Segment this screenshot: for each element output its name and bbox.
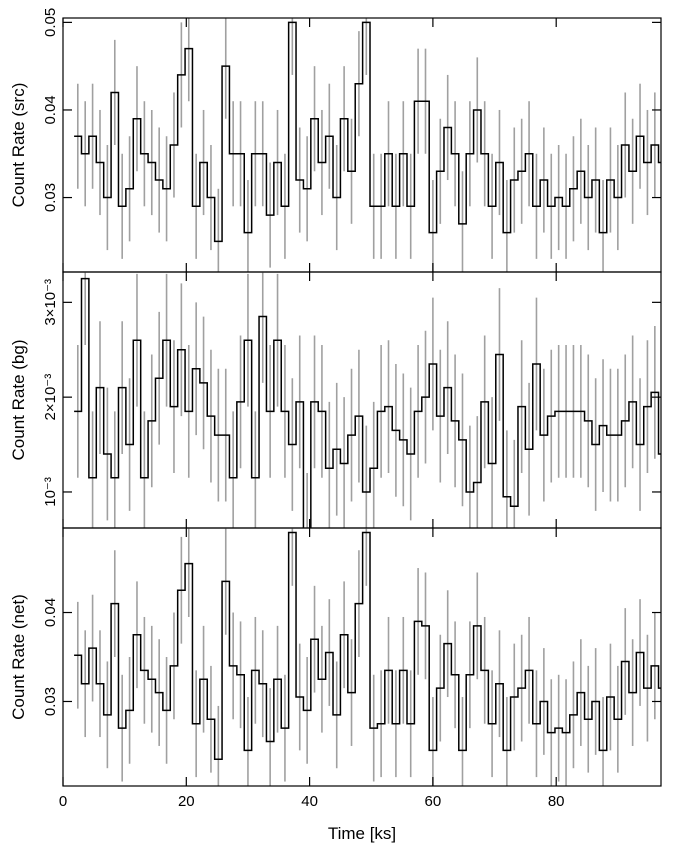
src-data-group — [74, 18, 661, 272]
bg-data-group — [74, 272, 661, 528]
x-tick-label: 20 — [178, 793, 195, 810]
x-axis-label: Time [ks] — [328, 824, 396, 843]
net-plot-frame — [62, 527, 662, 787]
x-tick-label: 0 — [59, 793, 67, 810]
net-data-group — [74, 528, 661, 786]
net-ytick-label: 0.04 — [42, 598, 59, 627]
bg-ytick-label: 2×10⁻³ — [42, 374, 59, 421]
src-ytick-label: 0.03 — [42, 183, 59, 212]
bg-step-line — [74, 277, 661, 528]
src-rate-panel: 0.03 0.04 0.05 Count Rate (src) — [9, 8, 662, 273]
bg-rate-panel: 10⁻³ 2×10⁻³ 3×10⁻³ Count Rate (bg) — [9, 271, 662, 529]
src-y-axis-label: Count Rate (src) — [9, 83, 28, 208]
src-step-line — [74, 21, 661, 243]
src-ytick-label: 0.05 — [42, 8, 59, 37]
net-rate-panel: 0.03 0.04 Count Rate (net) — [9, 527, 662, 787]
src-ytick-label: 0.04 — [42, 95, 59, 124]
bg-ytick-label: 10⁻³ — [42, 477, 59, 507]
x-tick-label: 60 — [425, 793, 442, 810]
bg-y-axis-label: Count Rate (bg) — [9, 340, 28, 461]
net-y-axis-label: Count Rate (net) — [9, 594, 28, 720]
bg-ytick-label: 3×10⁻³ — [42, 279, 59, 326]
net-step-line — [74, 531, 661, 761]
x-tick-label: 40 — [301, 793, 318, 810]
x-tick-label: 80 — [548, 793, 565, 810]
net-ytick-label: 0.03 — [42, 687, 59, 716]
